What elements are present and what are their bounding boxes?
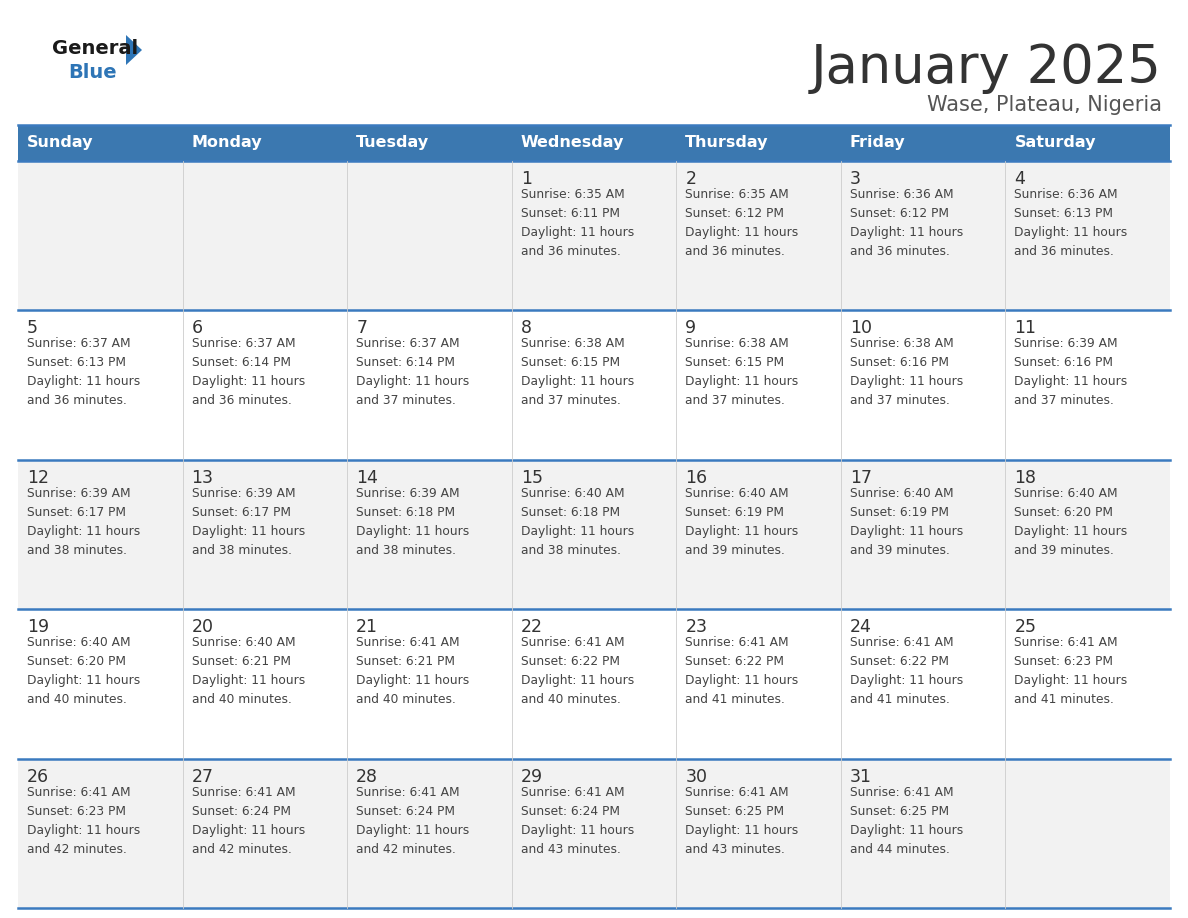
- Text: January 2025: January 2025: [811, 42, 1162, 94]
- Text: 1: 1: [520, 170, 532, 188]
- Text: Sunrise: 6:36 AM
Sunset: 6:12 PM
Daylight: 11 hours
and 36 minutes.: Sunrise: 6:36 AM Sunset: 6:12 PM Dayligh…: [849, 188, 963, 258]
- Text: Blue: Blue: [68, 62, 116, 82]
- Text: 25: 25: [1015, 618, 1036, 636]
- Text: Sunrise: 6:41 AM
Sunset: 6:24 PM
Daylight: 11 hours
and 42 minutes.: Sunrise: 6:41 AM Sunset: 6:24 PM Dayligh…: [356, 786, 469, 856]
- Text: Monday: Monday: [191, 136, 263, 151]
- Text: Sunrise: 6:41 AM
Sunset: 6:22 PM
Daylight: 11 hours
and 40 minutes.: Sunrise: 6:41 AM Sunset: 6:22 PM Dayligh…: [520, 636, 634, 706]
- Text: 8: 8: [520, 319, 532, 338]
- Text: 17: 17: [849, 469, 872, 487]
- Text: 4: 4: [1015, 170, 1025, 188]
- Text: Sunrise: 6:40 AM
Sunset: 6:19 PM
Daylight: 11 hours
and 39 minutes.: Sunrise: 6:40 AM Sunset: 6:19 PM Dayligh…: [849, 487, 963, 557]
- Text: Sunrise: 6:37 AM
Sunset: 6:13 PM
Daylight: 11 hours
and 36 minutes.: Sunrise: 6:37 AM Sunset: 6:13 PM Dayligh…: [27, 338, 140, 408]
- Text: 24: 24: [849, 618, 872, 636]
- Text: 30: 30: [685, 767, 707, 786]
- Text: Sunrise: 6:41 AM
Sunset: 6:24 PM
Daylight: 11 hours
and 42 minutes.: Sunrise: 6:41 AM Sunset: 6:24 PM Dayligh…: [191, 786, 305, 856]
- Text: Sunrise: 6:38 AM
Sunset: 6:15 PM
Daylight: 11 hours
and 37 minutes.: Sunrise: 6:38 AM Sunset: 6:15 PM Dayligh…: [685, 338, 798, 408]
- Text: Sunrise: 6:39 AM
Sunset: 6:16 PM
Daylight: 11 hours
and 37 minutes.: Sunrise: 6:39 AM Sunset: 6:16 PM Dayligh…: [1015, 338, 1127, 408]
- Text: Sunrise: 6:39 AM
Sunset: 6:17 PM
Daylight: 11 hours
and 38 minutes.: Sunrise: 6:39 AM Sunset: 6:17 PM Dayligh…: [27, 487, 140, 557]
- Text: 2: 2: [685, 170, 696, 188]
- Text: 10: 10: [849, 319, 872, 338]
- Text: 15: 15: [520, 469, 543, 487]
- Text: Sunrise: 6:37 AM
Sunset: 6:14 PM
Daylight: 11 hours
and 36 minutes.: Sunrise: 6:37 AM Sunset: 6:14 PM Dayligh…: [191, 338, 305, 408]
- Text: Sunrise: 6:40 AM
Sunset: 6:20 PM
Daylight: 11 hours
and 39 minutes.: Sunrise: 6:40 AM Sunset: 6:20 PM Dayligh…: [1015, 487, 1127, 557]
- Text: 9: 9: [685, 319, 696, 338]
- Text: Sunrise: 6:41 AM
Sunset: 6:25 PM
Daylight: 11 hours
and 44 minutes.: Sunrise: 6:41 AM Sunset: 6:25 PM Dayligh…: [849, 786, 963, 856]
- Text: 22: 22: [520, 618, 543, 636]
- Text: 23: 23: [685, 618, 707, 636]
- Text: 20: 20: [191, 618, 214, 636]
- Text: Saturday: Saturday: [1015, 136, 1095, 151]
- Text: Sunrise: 6:41 AM
Sunset: 6:23 PM
Daylight: 11 hours
and 42 minutes.: Sunrise: 6:41 AM Sunset: 6:23 PM Dayligh…: [27, 786, 140, 856]
- Text: 19: 19: [27, 618, 49, 636]
- Text: Wednesday: Wednesday: [520, 136, 624, 151]
- Text: Sunrise: 6:41 AM
Sunset: 6:24 PM
Daylight: 11 hours
and 43 minutes.: Sunrise: 6:41 AM Sunset: 6:24 PM Dayligh…: [520, 786, 634, 856]
- Text: General: General: [52, 39, 138, 58]
- Text: Sunrise: 6:41 AM
Sunset: 6:23 PM
Daylight: 11 hours
and 41 minutes.: Sunrise: 6:41 AM Sunset: 6:23 PM Dayligh…: [1015, 636, 1127, 706]
- Text: Friday: Friday: [849, 136, 905, 151]
- Text: Sunrise: 6:36 AM
Sunset: 6:13 PM
Daylight: 11 hours
and 36 minutes.: Sunrise: 6:36 AM Sunset: 6:13 PM Dayligh…: [1015, 188, 1127, 258]
- Text: 7: 7: [356, 319, 367, 338]
- Text: Sunrise: 6:39 AM
Sunset: 6:18 PM
Daylight: 11 hours
and 38 minutes.: Sunrise: 6:39 AM Sunset: 6:18 PM Dayligh…: [356, 487, 469, 557]
- Text: 21: 21: [356, 618, 378, 636]
- Text: 29: 29: [520, 767, 543, 786]
- Text: 14: 14: [356, 469, 378, 487]
- Text: Sunrise: 6:37 AM
Sunset: 6:14 PM
Daylight: 11 hours
and 37 minutes.: Sunrise: 6:37 AM Sunset: 6:14 PM Dayligh…: [356, 338, 469, 408]
- Text: Sunrise: 6:41 AM
Sunset: 6:22 PM
Daylight: 11 hours
and 41 minutes.: Sunrise: 6:41 AM Sunset: 6:22 PM Dayligh…: [685, 636, 798, 706]
- Text: Sunrise: 6:38 AM
Sunset: 6:15 PM
Daylight: 11 hours
and 37 minutes.: Sunrise: 6:38 AM Sunset: 6:15 PM Dayligh…: [520, 338, 634, 408]
- Text: Sunrise: 6:41 AM
Sunset: 6:22 PM
Daylight: 11 hours
and 41 minutes.: Sunrise: 6:41 AM Sunset: 6:22 PM Dayligh…: [849, 636, 963, 706]
- Text: Sunrise: 6:41 AM
Sunset: 6:25 PM
Daylight: 11 hours
and 43 minutes.: Sunrise: 6:41 AM Sunset: 6:25 PM Dayligh…: [685, 786, 798, 856]
- Text: 16: 16: [685, 469, 707, 487]
- Text: 12: 12: [27, 469, 49, 487]
- Text: Sunrise: 6:35 AM
Sunset: 6:11 PM
Daylight: 11 hours
and 36 minutes.: Sunrise: 6:35 AM Sunset: 6:11 PM Dayligh…: [520, 188, 634, 258]
- Text: 13: 13: [191, 469, 214, 487]
- Text: Sunrise: 6:40 AM
Sunset: 6:18 PM
Daylight: 11 hours
and 38 minutes.: Sunrise: 6:40 AM Sunset: 6:18 PM Dayligh…: [520, 487, 634, 557]
- Bar: [18, 310, 1170, 460]
- Text: 6: 6: [191, 319, 203, 338]
- Text: 11: 11: [1015, 319, 1036, 338]
- Text: Tuesday: Tuesday: [356, 136, 429, 151]
- Bar: [18, 125, 1170, 161]
- Text: Sunrise: 6:39 AM
Sunset: 6:17 PM
Daylight: 11 hours
and 38 minutes.: Sunrise: 6:39 AM Sunset: 6:17 PM Dayligh…: [191, 487, 305, 557]
- Text: 18: 18: [1015, 469, 1036, 487]
- Text: Wase, Plateau, Nigeria: Wase, Plateau, Nigeria: [927, 95, 1162, 115]
- Text: Sunrise: 6:40 AM
Sunset: 6:21 PM
Daylight: 11 hours
and 40 minutes.: Sunrise: 6:40 AM Sunset: 6:21 PM Dayligh…: [191, 636, 305, 706]
- Text: Sunrise: 6:38 AM
Sunset: 6:16 PM
Daylight: 11 hours
and 37 minutes.: Sunrise: 6:38 AM Sunset: 6:16 PM Dayligh…: [849, 338, 963, 408]
- Bar: [18, 125, 1170, 908]
- Text: Sunrise: 6:40 AM
Sunset: 6:19 PM
Daylight: 11 hours
and 39 minutes.: Sunrise: 6:40 AM Sunset: 6:19 PM Dayligh…: [685, 487, 798, 557]
- Text: 3: 3: [849, 170, 861, 188]
- Text: Sunrise: 6:35 AM
Sunset: 6:12 PM
Daylight: 11 hours
and 36 minutes.: Sunrise: 6:35 AM Sunset: 6:12 PM Dayligh…: [685, 188, 798, 258]
- Text: 28: 28: [356, 767, 378, 786]
- Text: Sunrise: 6:41 AM
Sunset: 6:21 PM
Daylight: 11 hours
and 40 minutes.: Sunrise: 6:41 AM Sunset: 6:21 PM Dayligh…: [356, 636, 469, 706]
- Text: Sunday: Sunday: [27, 136, 94, 151]
- Text: 26: 26: [27, 767, 49, 786]
- Text: 27: 27: [191, 767, 214, 786]
- Bar: [18, 610, 1170, 758]
- Text: 31: 31: [849, 767, 872, 786]
- Text: Thursday: Thursday: [685, 136, 769, 151]
- Text: 5: 5: [27, 319, 38, 338]
- Text: Sunrise: 6:40 AM
Sunset: 6:20 PM
Daylight: 11 hours
and 40 minutes.: Sunrise: 6:40 AM Sunset: 6:20 PM Dayligh…: [27, 636, 140, 706]
- Polygon shape: [126, 35, 143, 65]
